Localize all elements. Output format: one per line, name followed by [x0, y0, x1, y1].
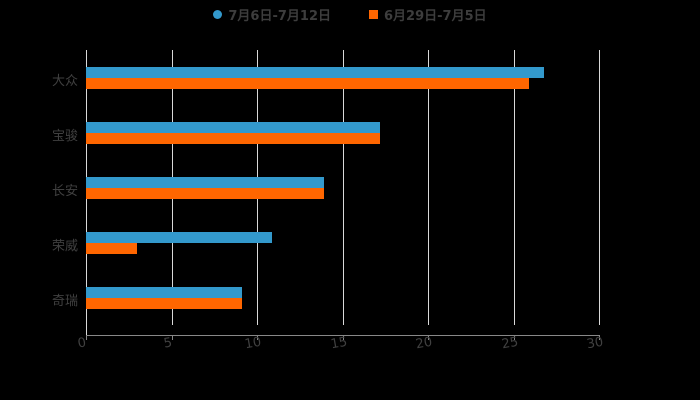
- category-label: 奇瑞: [51, 294, 78, 309]
- category-label: 长安: [51, 184, 78, 199]
- legend-circle-icon: [213, 9, 223, 19]
- axis-tick: [428, 335, 429, 340]
- axis-tick: [257, 335, 258, 340]
- bar-previous-week[interactable]: [86, 78, 529, 89]
- x-tick-label: 15: [329, 334, 349, 353]
- x-tick-label: 10: [243, 334, 263, 353]
- legend-label: 6月29日-7月5日: [384, 8, 487, 24]
- chart-legend: 7月6日-7月12日 6月29日-7月5日: [0, 4, 700, 24]
- bar-previous-week[interactable]: [86, 133, 380, 144]
- x-tick-label: 20: [414, 334, 434, 353]
- gridline: [599, 50, 600, 325]
- gridline: [514, 50, 515, 325]
- x-tick-label: 25: [500, 334, 520, 353]
- axis-tick: [599, 335, 600, 340]
- bar-current-week[interactable]: [86, 177, 324, 188]
- bar-current-week[interactable]: [86, 232, 272, 243]
- bar-current-week[interactable]: [86, 122, 380, 133]
- bar-current-week[interactable]: [86, 287, 242, 298]
- axis-tick: [514, 335, 515, 340]
- x-axis-line: [86, 335, 600, 336]
- bar-previous-week[interactable]: [86, 298, 242, 309]
- gridline: [343, 50, 344, 325]
- bar-previous-week[interactable]: [86, 188, 324, 199]
- axis-tick: [343, 335, 344, 340]
- category-label: 荣威: [51, 239, 78, 254]
- bar-current-week[interactable]: [86, 67, 544, 78]
- gridline: [428, 50, 429, 325]
- bar-previous-week[interactable]: [86, 243, 137, 254]
- legend-item-series-1[interactable]: 7月6日-7月12日: [213, 5, 331, 24]
- axis-tick: [172, 335, 173, 340]
- category-label: 大众: [51, 74, 78, 89]
- legend-square-icon: [369, 9, 378, 19]
- legend-item-series-2[interactable]: 6月29日-7月5日: [369, 5, 487, 24]
- legend-label: 7月6日-7月12日: [228, 8, 331, 24]
- axis-tick: [86, 335, 87, 340]
- x-tick-label: 30: [585, 334, 605, 353]
- category-label: 宝骏: [51, 129, 78, 144]
